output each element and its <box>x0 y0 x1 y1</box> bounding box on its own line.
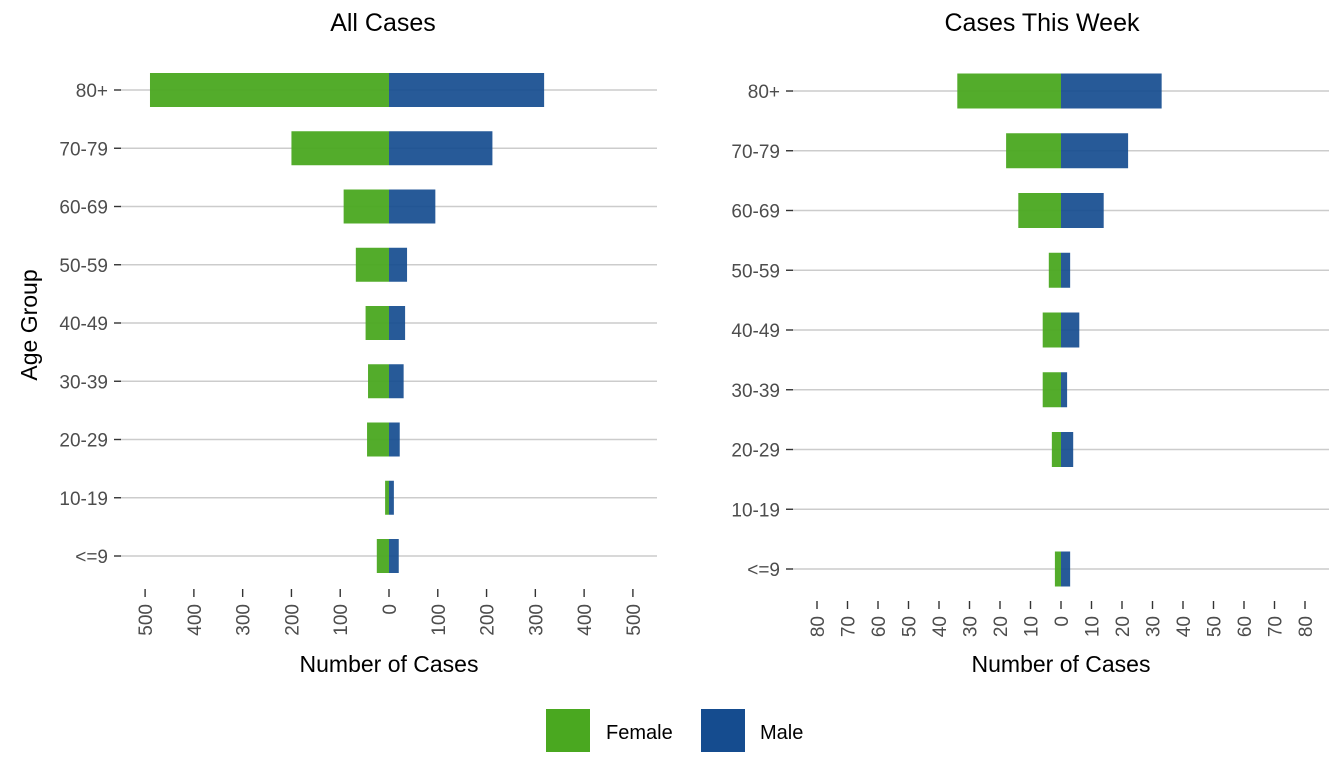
bar-male-30-39 <box>1061 372 1068 408</box>
bar-male-60-69 <box>1061 193 1104 228</box>
category-label-60-69: 60-69 <box>731 202 780 223</box>
category-label-10-19: 10-19 <box>59 489 108 510</box>
legend-label-male: Male <box>760 722 803 744</box>
x-tick-label-neg-300: 300 <box>234 604 255 636</box>
bar-male-70-79 <box>1061 133 1129 169</box>
x-tick-label-neg-40: 40 <box>930 616 951 637</box>
bar-female-80plus <box>149 73 389 107</box>
category-label-70-79: 70-79 <box>731 142 780 163</box>
bar-female-40-49 <box>1042 312 1061 348</box>
bar-male-under-9 <box>1061 551 1071 587</box>
y-axis-title: Age Group <box>16 269 42 380</box>
panel-title-cases-this-week: Cases This Week <box>945 9 1140 37</box>
category-label-50-59: 50-59 <box>59 256 108 277</box>
x-tick-label-80: 80 <box>1296 616 1317 637</box>
category-label-30-39: 30-39 <box>731 381 780 402</box>
category-label-10-19: 10-19 <box>731 500 780 521</box>
legend: Female Male <box>546 709 803 752</box>
x-tick-label-neg-200: 200 <box>282 604 303 636</box>
category-label-40-49: 40-49 <box>59 314 108 335</box>
x-tick-label-neg-400: 400 <box>185 604 206 636</box>
category-label-40-49: 40-49 <box>731 321 780 342</box>
x-tick-label-70: 70 <box>1266 616 1287 637</box>
x-tick-label-neg-60: 60 <box>869 616 890 637</box>
x-tick-label-neg-20: 20 <box>991 616 1012 637</box>
category-label-50-59: 50-59 <box>731 261 780 282</box>
x-tick-label-400: 400 <box>575 604 596 636</box>
x-tick-label-100: 100 <box>429 604 450 636</box>
bar-male-40-49 <box>389 306 406 340</box>
bar-female-under-9 <box>1054 551 1061 587</box>
x-tick-label-40: 40 <box>1174 616 1195 637</box>
bar-male-80plus <box>389 73 545 107</box>
category-label-20-29: 20-29 <box>59 431 108 452</box>
x-tick-label-neg-500: 500 <box>136 604 157 636</box>
x-tick-label-10: 10 <box>1083 616 1104 637</box>
x-tick-label-20: 20 <box>1113 616 1134 637</box>
x-tick-label-neg-70: 70 <box>839 616 860 637</box>
bar-male-60-69 <box>389 189 436 224</box>
x-tick-label-500: 500 <box>624 604 645 636</box>
bar-male-20-29 <box>1061 432 1074 467</box>
x-tick-label-neg-100: 100 <box>331 604 352 636</box>
bar-female-30-39 <box>368 364 389 399</box>
bar-female-40-49 <box>365 306 389 340</box>
x-axis-title-cases-this-week: Number of Cases <box>972 651 1151 677</box>
x-tick-label-0: 0 <box>380 604 401 615</box>
x-tick-label-60: 60 <box>1235 616 1256 637</box>
bar-female-80plus <box>957 73 1061 109</box>
panel-all-cases: All Cases <=9 10-19 20-29 30-39 40-49 50-59 60… <box>59 9 657 677</box>
panel-title-all-cases: All Cases <box>330 9 436 37</box>
bar-male-70-79 <box>389 131 493 166</box>
bar-female-under-9 <box>376 539 389 573</box>
category-label-70-79: 70-79 <box>59 139 108 160</box>
bar-female-70-79 <box>1006 133 1061 169</box>
category-label-under-9: <=9 <box>75 547 108 568</box>
category-label-30-39: 30-39 <box>59 372 108 393</box>
x-tick-label-200: 200 <box>478 604 499 636</box>
x-tick-label-0: 0 <box>1052 616 1073 627</box>
bar-female-50-59 <box>355 247 389 282</box>
bar-female-60-69 <box>1018 193 1061 228</box>
bar-female-70-79 <box>291 131 389 166</box>
bar-female-60-69 <box>343 189 389 224</box>
category-label-under-9: <=9 <box>747 560 780 581</box>
bar-male-50-59 <box>1061 252 1071 288</box>
bar-female-20-29 <box>1051 432 1061 467</box>
category-label-60-69: 60-69 <box>59 198 108 219</box>
x-tick-label-30: 30 <box>1144 616 1165 637</box>
bar-female-10-19 <box>385 480 389 515</box>
bar-male-10-19 <box>389 480 394 515</box>
x-tick-label-50: 50 <box>1205 616 1226 637</box>
x-tick-label-neg-80: 80 <box>808 616 829 637</box>
bar-male-30-39 <box>389 364 404 399</box>
bar-male-50-59 <box>389 247 408 282</box>
bar-male-40-49 <box>1061 312 1080 348</box>
category-label-80plus: 80+ <box>76 81 108 102</box>
x-tick-label-neg-30: 30 <box>961 616 982 637</box>
bar-male-80plus <box>1061 73 1162 109</box>
bar-male-under-9 <box>389 539 399 573</box>
category-label-20-29: 20-29 <box>731 441 780 462</box>
bar-female-20-29 <box>367 422 389 457</box>
panel-cases-this-week: Cases This Week <=9 10-19 20-29 30-39 40-49 5… <box>731 9 1329 677</box>
legend-swatch-female <box>546 709 590 752</box>
legend-swatch-male <box>701 709 745 752</box>
x-tick-label-neg-50: 50 <box>900 616 921 637</box>
legend-label-female: Female <box>606 722 673 744</box>
bar-female-50-59 <box>1048 252 1061 288</box>
bar-female-30-39 <box>1042 372 1061 408</box>
x-axis-title-all-cases: Number of Cases <box>300 651 479 677</box>
x-tick-label-neg-10: 10 <box>1022 616 1043 637</box>
category-label-80plus: 80+ <box>748 82 780 103</box>
x-tick-label-300: 300 <box>526 604 547 636</box>
bar-male-20-29 <box>389 422 400 457</box>
